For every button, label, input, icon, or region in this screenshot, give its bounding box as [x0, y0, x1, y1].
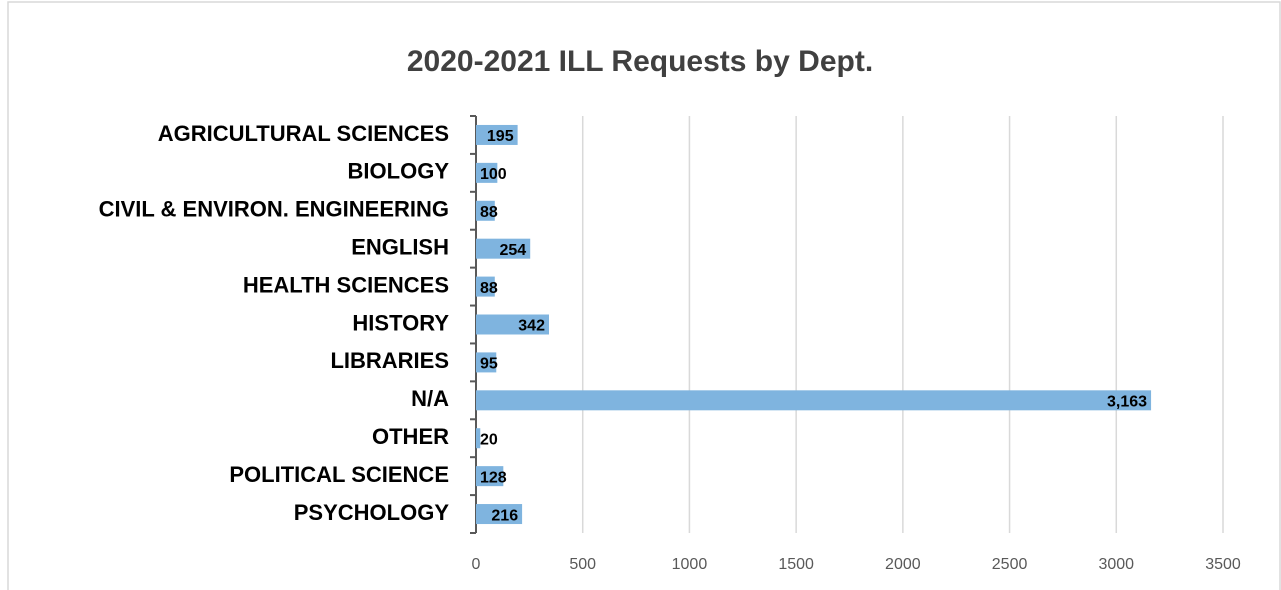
data-label: 3,163 [1107, 394, 1147, 411]
y-tick-label: HEALTH SCIENCES [243, 272, 449, 297]
data-label: 88 [480, 204, 498, 221]
x-tick-label: 3000 [1098, 556, 1134, 573]
bar [476, 162, 498, 183]
chart-title: 2020-2021 ILL Requests by Dept. [407, 45, 873, 78]
chart-frame [7, 1, 1281, 590]
y-tick-label: N/A [411, 386, 449, 411]
y-tick-label: OTHER [372, 424, 449, 449]
bar [476, 314, 549, 335]
x-tick-label: 2500 [992, 556, 1028, 573]
x-tick-label: 1000 [672, 556, 708, 573]
y-tick-label: ENGLISH [351, 234, 449, 259]
y-tick-label: BIOLOGY [348, 159, 450, 184]
x-tick-label: 500 [569, 556, 596, 573]
x-tick-label: 1500 [778, 556, 814, 573]
data-label: 128 [480, 469, 507, 486]
bar [476, 124, 518, 145]
x-tick-label: 0 [472, 556, 481, 573]
bar [476, 390, 1152, 411]
y-tick-label: LIBRARIES [330, 348, 449, 373]
y-tick-label: HISTORY [352, 310, 449, 335]
y-tick-label: CIVIL & ENVIRON. ENGINEERING [99, 197, 449, 222]
y-tick-label: POLITICAL SCIENCE [229, 462, 449, 487]
data-label: 20 [480, 431, 498, 448]
bar [476, 276, 495, 297]
bar [476, 352, 497, 373]
data-label: 100 [480, 166, 507, 183]
data-label: 88 [480, 280, 498, 297]
y-tick-label: PSYCHOLOGY [294, 500, 450, 525]
data-label: 95 [480, 356, 498, 373]
bar [476, 466, 504, 487]
data-label: 254 [500, 242, 527, 259]
x-tick-label: 3500 [1205, 556, 1241, 573]
data-label: 195 [487, 128, 514, 145]
y-tick-label: AGRICULTURAL SCIENCES [158, 121, 449, 146]
data-label: 342 [518, 318, 545, 335]
bar [476, 200, 495, 221]
x-tick-label: 2000 [885, 556, 921, 573]
bar [476, 238, 531, 259]
bar [476, 504, 523, 525]
data-label: 216 [491, 507, 518, 524]
bar [476, 428, 481, 449]
